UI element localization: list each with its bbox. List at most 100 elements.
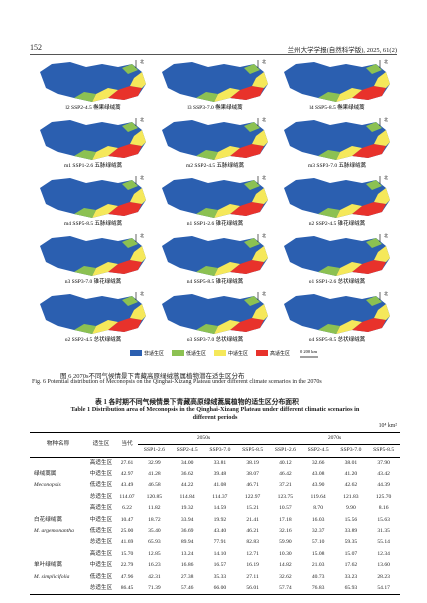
table-cell: 2070s (269, 432, 400, 446)
table-cell: 13.24 (180, 550, 194, 557)
panel-label: l2 SSP2-4.5 椭果绿绒蒿 (65, 103, 121, 111)
table-cell: 33.81 (213, 459, 227, 466)
table-cell: 43.08 (311, 471, 325, 478)
table-cell: 17.18 (279, 516, 292, 523)
table-cell: 高适生区 (89, 505, 113, 512)
table-cell: 39.48 (213, 471, 227, 478)
table-cell: 41.28 (148, 471, 161, 478)
journal-header: 兰州大学学报(自然科学版), 2025, 61(2) (287, 47, 397, 54)
table-cell: 低适生区 (89, 573, 113, 580)
panel-label: m3 SSP3-7.0 五脉绿绒蒿 (308, 161, 366, 169)
table-cell: 总适生区 (89, 493, 113, 500)
north-label: 北 (262, 58, 266, 64)
table-cell: M. simplicifolia (34, 573, 70, 580)
table-cell: 18.72 (148, 516, 161, 523)
panel-label: n4 SSP5-8.5 锥花绿绒蒿 (187, 277, 244, 285)
table-cell: 38.19 (246, 459, 259, 466)
north-label: 北 (140, 290, 144, 296)
table-cell: 25.00 (120, 528, 134, 535)
table-cell: 56.01 (246, 584, 259, 591)
table-cell: SSP3-7.0 (209, 447, 231, 454)
table-cell: 22.79 (120, 562, 134, 569)
table-cell: 15.56 (344, 516, 358, 523)
table-cell: 33.89 (344, 528, 358, 535)
table-cell: 33.23 (344, 573, 358, 580)
caption-en: Fig. 6 Potential distribution of Meconop… (32, 379, 322, 385)
table-cell: 8.16 (378, 505, 389, 512)
table-cell: 42.62 (344, 482, 358, 489)
legend-swatch (172, 350, 184, 356)
panel-label: n1 SSP1-2.6 锥花绿绒蒿 (187, 219, 244, 227)
table-unit: 10⁴ km² (378, 423, 397, 429)
panel-label: o2 SSP2-4.5 总状绿绒蒿 (65, 335, 122, 343)
map (162, 120, 268, 160)
legend-label: 非适生区 (144, 350, 164, 357)
table-cell: 15.63 (377, 516, 390, 523)
table-cell: 9.90 (345, 505, 356, 512)
map (40, 62, 146, 102)
table-cell: 绿绒蒿属 (34, 471, 57, 478)
table-cell: 28.23 (377, 573, 390, 580)
table-cell: 低适生区 (89, 528, 113, 535)
table-cell: 57.10 (311, 539, 325, 546)
table-cell: 6.22 (122, 505, 132, 512)
table-cell: 36.69 (180, 528, 194, 535)
table-cell: 14.10 (213, 550, 227, 557)
map (40, 294, 146, 334)
table-cell: Meconopsis (34, 482, 61, 489)
north-label: 北 (384, 174, 388, 180)
table-cell: SSP1-2.6 (143, 447, 165, 454)
table-row: M. argemonantha 低适生区 25.00 35.40 36.69 43.40 4… (30, 526, 400, 537)
table-cell: 白花绿绒蒿 (34, 516, 62, 523)
table-cell: 66.00 (213, 584, 227, 591)
table-cell: 36.62 (180, 471, 194, 478)
table-cell: 21.03 (311, 562, 325, 569)
table-cell: 54.17 (377, 584, 390, 591)
caption-cn: 图 6 2070s不同气候情景下青藏高原绿绒蒿属植物潜在适生区分布 (60, 373, 245, 380)
table-cell: 12.85 (148, 550, 161, 557)
table-cell: 中适生区 (89, 562, 113, 569)
table-cell: 119.64 (310, 493, 326, 500)
page-number: 152 (30, 43, 42, 52)
map (284, 62, 390, 102)
table-cell: 123.75 (277, 493, 294, 500)
north-label: 北 (384, 58, 388, 64)
table-cell (30, 503, 86, 514)
map (162, 62, 268, 102)
table-cell: 44.22 (180, 482, 194, 489)
table-cell: 42.31 (148, 573, 161, 580)
table-cell: 32.66 (311, 459, 325, 466)
table-cell: SSP5-8.5 (242, 447, 264, 454)
table-cell: 76.83 (311, 584, 325, 591)
table-cell: 32.99 (148, 459, 161, 466)
table-title-en: Table 1 Distribution area of Meconopsis … (70, 406, 360, 421)
table-cell: 低适生区 (89, 482, 113, 489)
table-cell: 42.97 (120, 471, 134, 478)
table-cell: 12.71 (246, 550, 259, 557)
table-cell: 35.33 (213, 573, 227, 580)
panel-label: o1 SSP1-2.6 总状绿绒蒿 (309, 277, 366, 285)
table-cell: 10.30 (279, 550, 292, 557)
table-cell: 77.91 (213, 539, 227, 546)
table-row: 总适生区 41.69 65.93 89.94 77.91 82.83 59.90 57.10 5… (30, 538, 400, 549)
north-label: 北 (262, 174, 266, 180)
table-cell: 37.21 (279, 482, 292, 489)
table-cell: 31.35 (377, 528, 390, 535)
table-cell: 10.57 (279, 505, 292, 512)
table-cell: 中适生区 (89, 471, 113, 478)
table-cell: 43.42 (377, 471, 390, 478)
panel-label: n3 SSP3-7.0 锥花绿绒蒿 (65, 277, 122, 285)
table-cell: 中适生区 (89, 516, 113, 523)
table-row: M. simplicifolia 低适生区 47.96 42.31 27.38 35.33… (30, 572, 400, 583)
table-cell: 114.37 (212, 493, 228, 500)
table-cell: 89.94 (180, 539, 194, 546)
table-cell: 34.00 (180, 459, 194, 466)
table-cell: 21.41 (246, 516, 259, 523)
table-cell (30, 583, 86, 595)
table-cell: 46.42 (279, 471, 292, 478)
table-cell (30, 538, 86, 549)
table-cell: 120.85 (146, 493, 163, 500)
table-cell: 65.93 (148, 539, 161, 546)
table-cell: 35.40 (148, 528, 161, 535)
table-cell: 46.71 (246, 482, 259, 489)
